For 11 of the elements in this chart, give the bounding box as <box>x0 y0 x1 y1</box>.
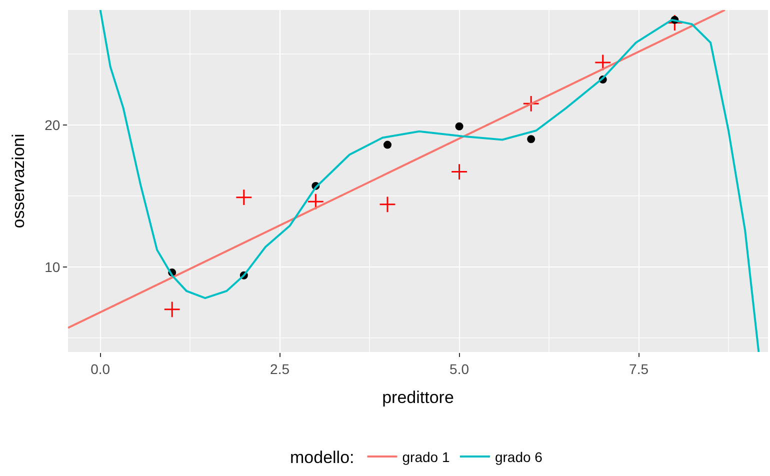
x-tick-label: 0.0 <box>90 360 110 377</box>
y-axis-title: osservazioni <box>9 134 28 228</box>
x-tick-label: 7.5 <box>629 360 649 377</box>
legend-label: grado 1 <box>402 448 450 465</box>
y-tick-label: 10 <box>44 258 60 275</box>
x-axis-title: predittore <box>382 388 454 408</box>
x-tick-label: 2.5 <box>270 360 290 377</box>
legend-label: grado 6 <box>494 448 543 465</box>
y-tick-label: 20 <box>44 116 60 133</box>
legend-title: modello: <box>290 448 354 468</box>
x-tick-label: 5.0 <box>450 360 470 377</box>
